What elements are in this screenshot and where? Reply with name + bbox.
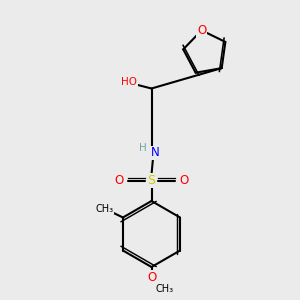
Text: O: O <box>180 174 189 187</box>
Text: O: O <box>147 271 156 284</box>
Text: O: O <box>197 24 206 37</box>
Text: CH₃: CH₃ <box>95 203 113 214</box>
Text: CH₃: CH₃ <box>155 284 173 294</box>
Text: N: N <box>151 146 160 160</box>
Text: HO: HO <box>121 77 137 87</box>
Text: H: H <box>139 142 146 153</box>
Text: O: O <box>114 174 123 187</box>
Text: S: S <box>148 174 155 187</box>
